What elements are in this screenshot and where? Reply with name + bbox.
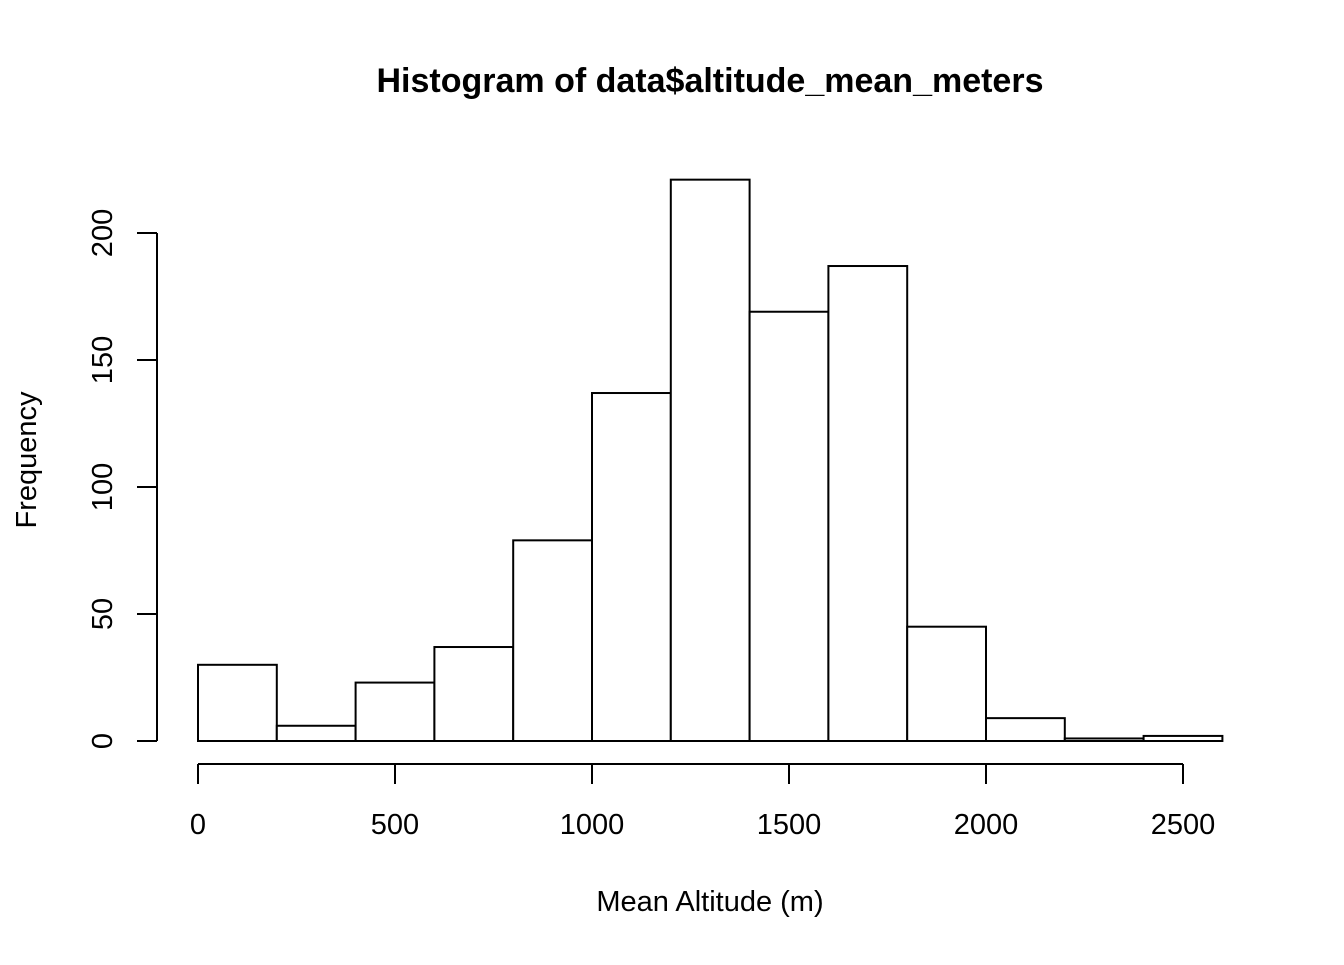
y-axis-label: Frequency bbox=[11, 391, 43, 529]
x-tick-label-0: 0 bbox=[190, 809, 206, 841]
x-tick-label-1500: 1500 bbox=[757, 809, 822, 841]
histogram-bar-7 bbox=[748, 310, 830, 742]
histogram-bar-5 bbox=[591, 392, 672, 742]
x-tick-label-1000: 1000 bbox=[560, 809, 625, 841]
histogram-bar-3 bbox=[433, 646, 515, 743]
x-tick-label-2000: 2000 bbox=[954, 809, 1019, 841]
y-tick-label-0: 0 bbox=[87, 733, 119, 749]
y-axis: 0 50 100 150 200 bbox=[87, 209, 158, 749]
x-axis: 0 500 1000 1500 2000 2500 bbox=[190, 763, 1216, 841]
histogram-bar-2 bbox=[354, 681, 436, 743]
histogram-bar-6 bbox=[669, 178, 751, 743]
y-tick-label-50: 50 bbox=[87, 598, 119, 630]
x-tick-label-500: 500 bbox=[371, 809, 419, 841]
histogram-bar-8 bbox=[827, 265, 909, 742]
histogram-bar-10 bbox=[985, 717, 1066, 743]
y-tick-label-200: 200 bbox=[87, 209, 119, 257]
histogram-bar-0 bbox=[197, 663, 278, 742]
histogram-bar-12 bbox=[1142, 734, 1224, 742]
y-tick-label-150: 150 bbox=[87, 336, 119, 384]
histogram-bar-9 bbox=[906, 625, 988, 743]
histogram-bar-1 bbox=[275, 724, 357, 743]
x-tick-label-2500: 2500 bbox=[1151, 809, 1216, 841]
y-tick-label-100: 100 bbox=[87, 463, 119, 511]
x-axis-label: Mean Altitude (m) bbox=[596, 886, 823, 918]
chart-title: Histogram of data$altitude_mean_meters bbox=[377, 62, 1044, 100]
bars-group bbox=[197, 178, 1224, 743]
histogram-bar-4 bbox=[512, 539, 594, 743]
histogram-bar-11 bbox=[1063, 737, 1145, 743]
